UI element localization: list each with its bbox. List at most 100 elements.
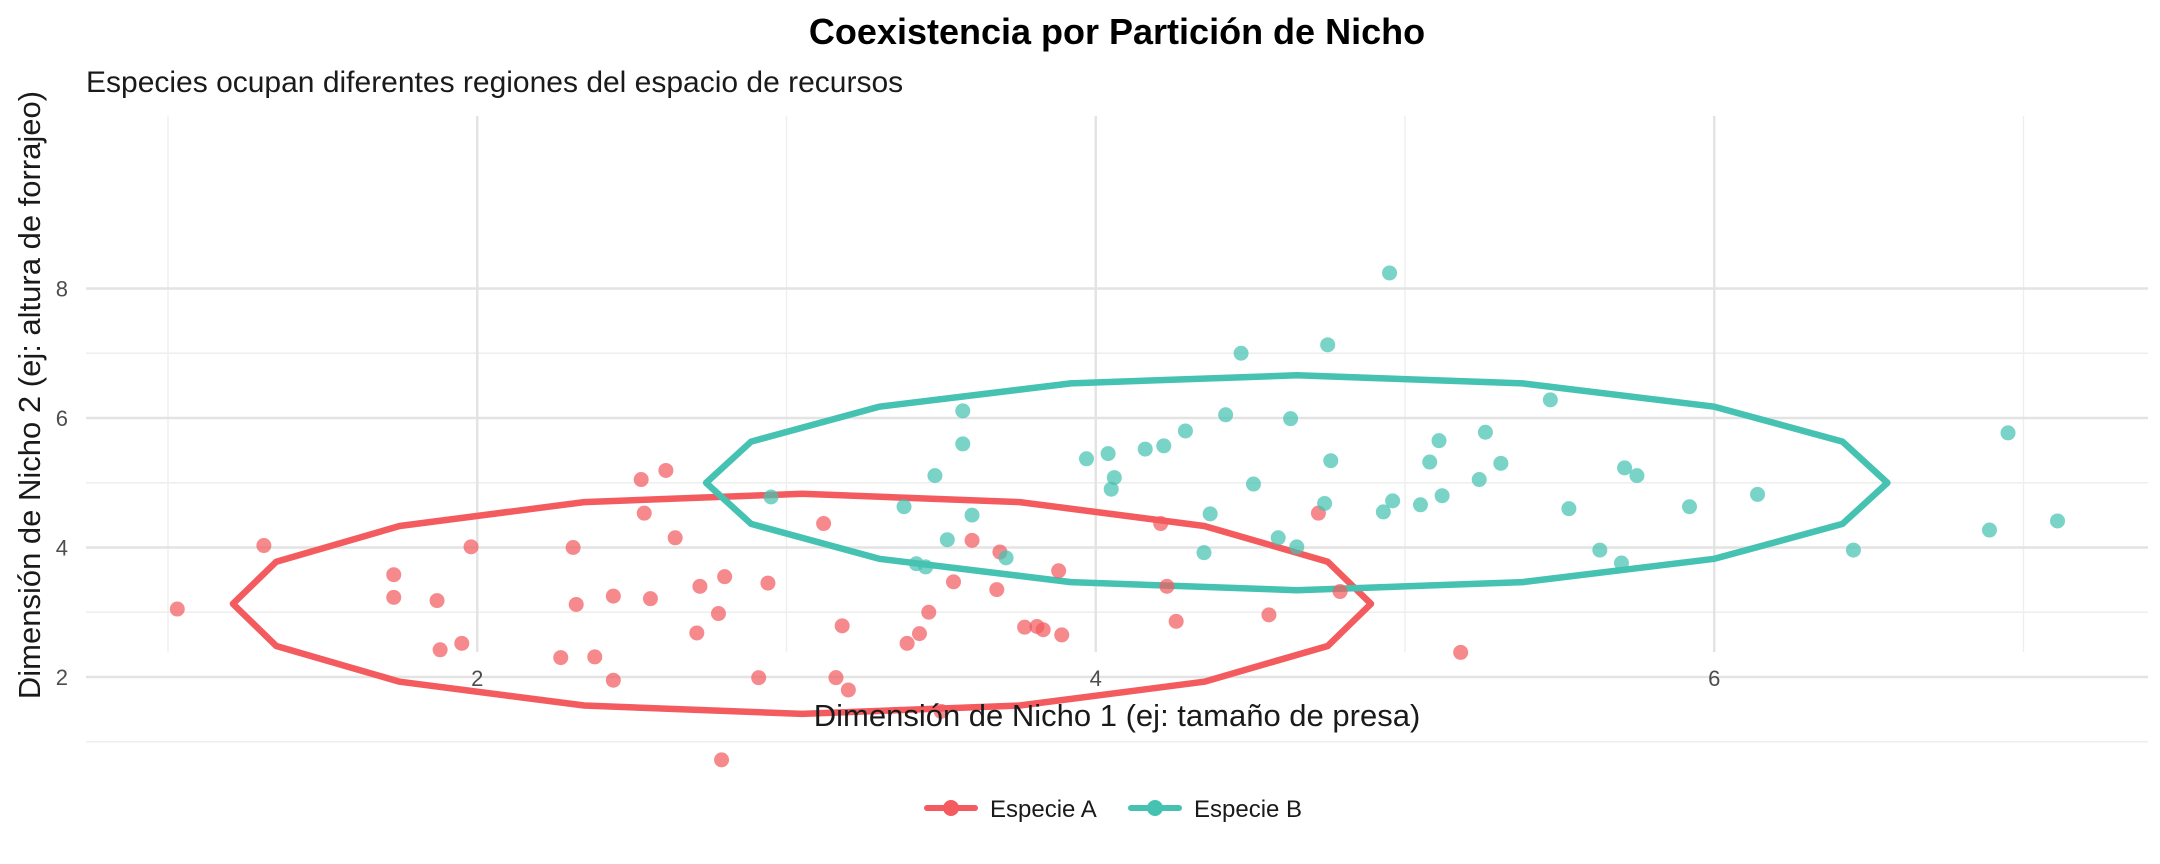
- data-point-especie-b: [1382, 265, 1398, 281]
- data-point-especie-b: [1385, 493, 1401, 509]
- data-point-especie-b: [1196, 545, 1212, 561]
- data-point-especie-b: [1431, 433, 1447, 449]
- data-point-especie-a: [714, 752, 730, 768]
- data-point-especie-a: [568, 596, 584, 612]
- data-point-especie-b: [1375, 504, 1391, 520]
- data-point-especie-a: [256, 538, 272, 554]
- confidence-ellipses: [229, 372, 1891, 718]
- data-point-especie-b: [1103, 481, 1119, 497]
- data-point-especie-a: [636, 505, 652, 521]
- data-point-especie-b: [1750, 486, 1766, 502]
- data-point-especie-b: [1106, 470, 1122, 486]
- legend-item-especie-b: Especie B: [1128, 796, 1302, 823]
- data-point-especie-a: [642, 591, 658, 607]
- data-point-especie-b: [1317, 495, 1333, 511]
- data-point-especie-a: [1168, 613, 1184, 629]
- data-point-especie-a: [760, 575, 776, 591]
- data-point-especie-a: [921, 604, 937, 620]
- data-point-especie-a: [386, 567, 402, 583]
- data-point-especie-a: [1017, 619, 1033, 635]
- data-point-especie-b: [955, 436, 971, 452]
- data-point-especie-a: [1261, 607, 1277, 623]
- legend-dot-especie-b: [1147, 800, 1163, 816]
- data-point-especie-b: [1542, 392, 1558, 408]
- legend-label-especie-a: Especie A: [990, 796, 1097, 823]
- data-point-especie-b: [1412, 497, 1428, 513]
- legend-label-especie-b: Especie B: [1194, 796, 1302, 823]
- data-point-especie-b: [1592, 542, 1608, 558]
- data-point-especie-a: [933, 703, 949, 719]
- ellipse-especie-a: [229, 490, 1375, 718]
- data-point-especie-b: [1245, 476, 1261, 492]
- data-point-especie-a: [911, 626, 927, 642]
- data-point-especie-b: [1434, 488, 1450, 504]
- data-point-especie-a: [667, 530, 683, 546]
- data-point-especie-b: [1682, 499, 1698, 515]
- data-point-especie-b: [1477, 424, 1493, 440]
- data-points: [169, 265, 2066, 768]
- data-point-especie-b: [896, 499, 912, 515]
- data-point-especie-b: [1320, 337, 1336, 353]
- data-point-especie-a: [710, 606, 726, 622]
- data-point-especie-b: [1202, 506, 1218, 522]
- data-point-especie-a: [386, 589, 402, 605]
- data-point-especie-a: [828, 670, 844, 686]
- legend-dot-especie-a: [943, 800, 959, 816]
- data-point-especie-a: [454, 635, 470, 651]
- legend-item-especie-a: Especie A: [924, 796, 1097, 823]
- data-point-especie-b: [1613, 555, 1629, 571]
- data-point-especie-b: [2000, 425, 2016, 441]
- data-point-especie-b: [998, 550, 1014, 566]
- data-point-especie-a: [432, 642, 448, 658]
- data-point-especie-a: [1332, 584, 1348, 600]
- grid: [86, 116, 2148, 743]
- data-point-especie-b: [964, 507, 980, 523]
- data-point-especie-b: [1471, 472, 1487, 488]
- data-point-especie-b: [1218, 407, 1234, 423]
- data-point-especie-b: [927, 468, 943, 484]
- x-tick-label: 4: [1090, 666, 1102, 691]
- data-point-especie-b: [1137, 441, 1153, 457]
- chart-subtitle: Especies ocupan diferentes regiones del …: [86, 66, 903, 99]
- data-point-especie-b: [1629, 468, 1645, 484]
- chart-title: Coexistencia por Partición de Nicho: [809, 11, 1425, 52]
- legend: Especie A Especie B: [924, 796, 1302, 823]
- data-point-especie-b: [1156, 438, 1172, 454]
- ellipse-especie-b: [702, 372, 1891, 594]
- data-point-especie-a: [689, 625, 705, 641]
- y-tick-label: 6: [56, 406, 68, 431]
- data-point-especie-a: [692, 578, 708, 594]
- data-point-especie-a: [899, 635, 915, 651]
- data-point-especie-b: [1617, 460, 1633, 476]
- data-point-especie-b: [1078, 451, 1094, 467]
- data-point-especie-b: [1422, 454, 1438, 470]
- data-point-especie-a: [169, 601, 185, 617]
- data-point-especie-a: [658, 462, 674, 478]
- data-point-especie-a: [1153, 516, 1169, 532]
- data-point-especie-b: [1561, 501, 1577, 517]
- data-point-especie-b: [763, 489, 779, 505]
- data-point-especie-a: [840, 682, 856, 698]
- data-point-especie-a: [587, 649, 603, 665]
- x-axis-title: Dimensión de Nicho 1 (ej: tamaño de pres…: [814, 698, 1421, 733]
- data-point-especie-a: [633, 472, 649, 488]
- data-point-especie-b: [2050, 513, 2066, 529]
- data-point-especie-a: [1159, 578, 1175, 594]
- data-point-especie-b: [955, 403, 971, 419]
- data-point-especie-a: [1054, 627, 1070, 643]
- tick-labels: 2 4 6 2 4 6 8: [56, 277, 1721, 692]
- data-point-especie-a: [945, 574, 961, 590]
- data-point-especie-b: [1233, 345, 1249, 361]
- data-point-especie-a: [1453, 644, 1469, 660]
- data-point-especie-b: [1845, 542, 1861, 558]
- data-point-especie-a: [834, 618, 850, 634]
- data-point-especie-b: [918, 559, 934, 575]
- data-point-especie-a: [989, 582, 1005, 598]
- data-point-especie-a: [751, 670, 767, 686]
- data-point-especie-a: [605, 672, 621, 688]
- data-point-especie-a: [429, 593, 445, 609]
- data-point-especie-a: [1035, 622, 1051, 638]
- data-point-especie-b: [1323, 453, 1339, 469]
- x-tick-label: 6: [1708, 666, 1720, 691]
